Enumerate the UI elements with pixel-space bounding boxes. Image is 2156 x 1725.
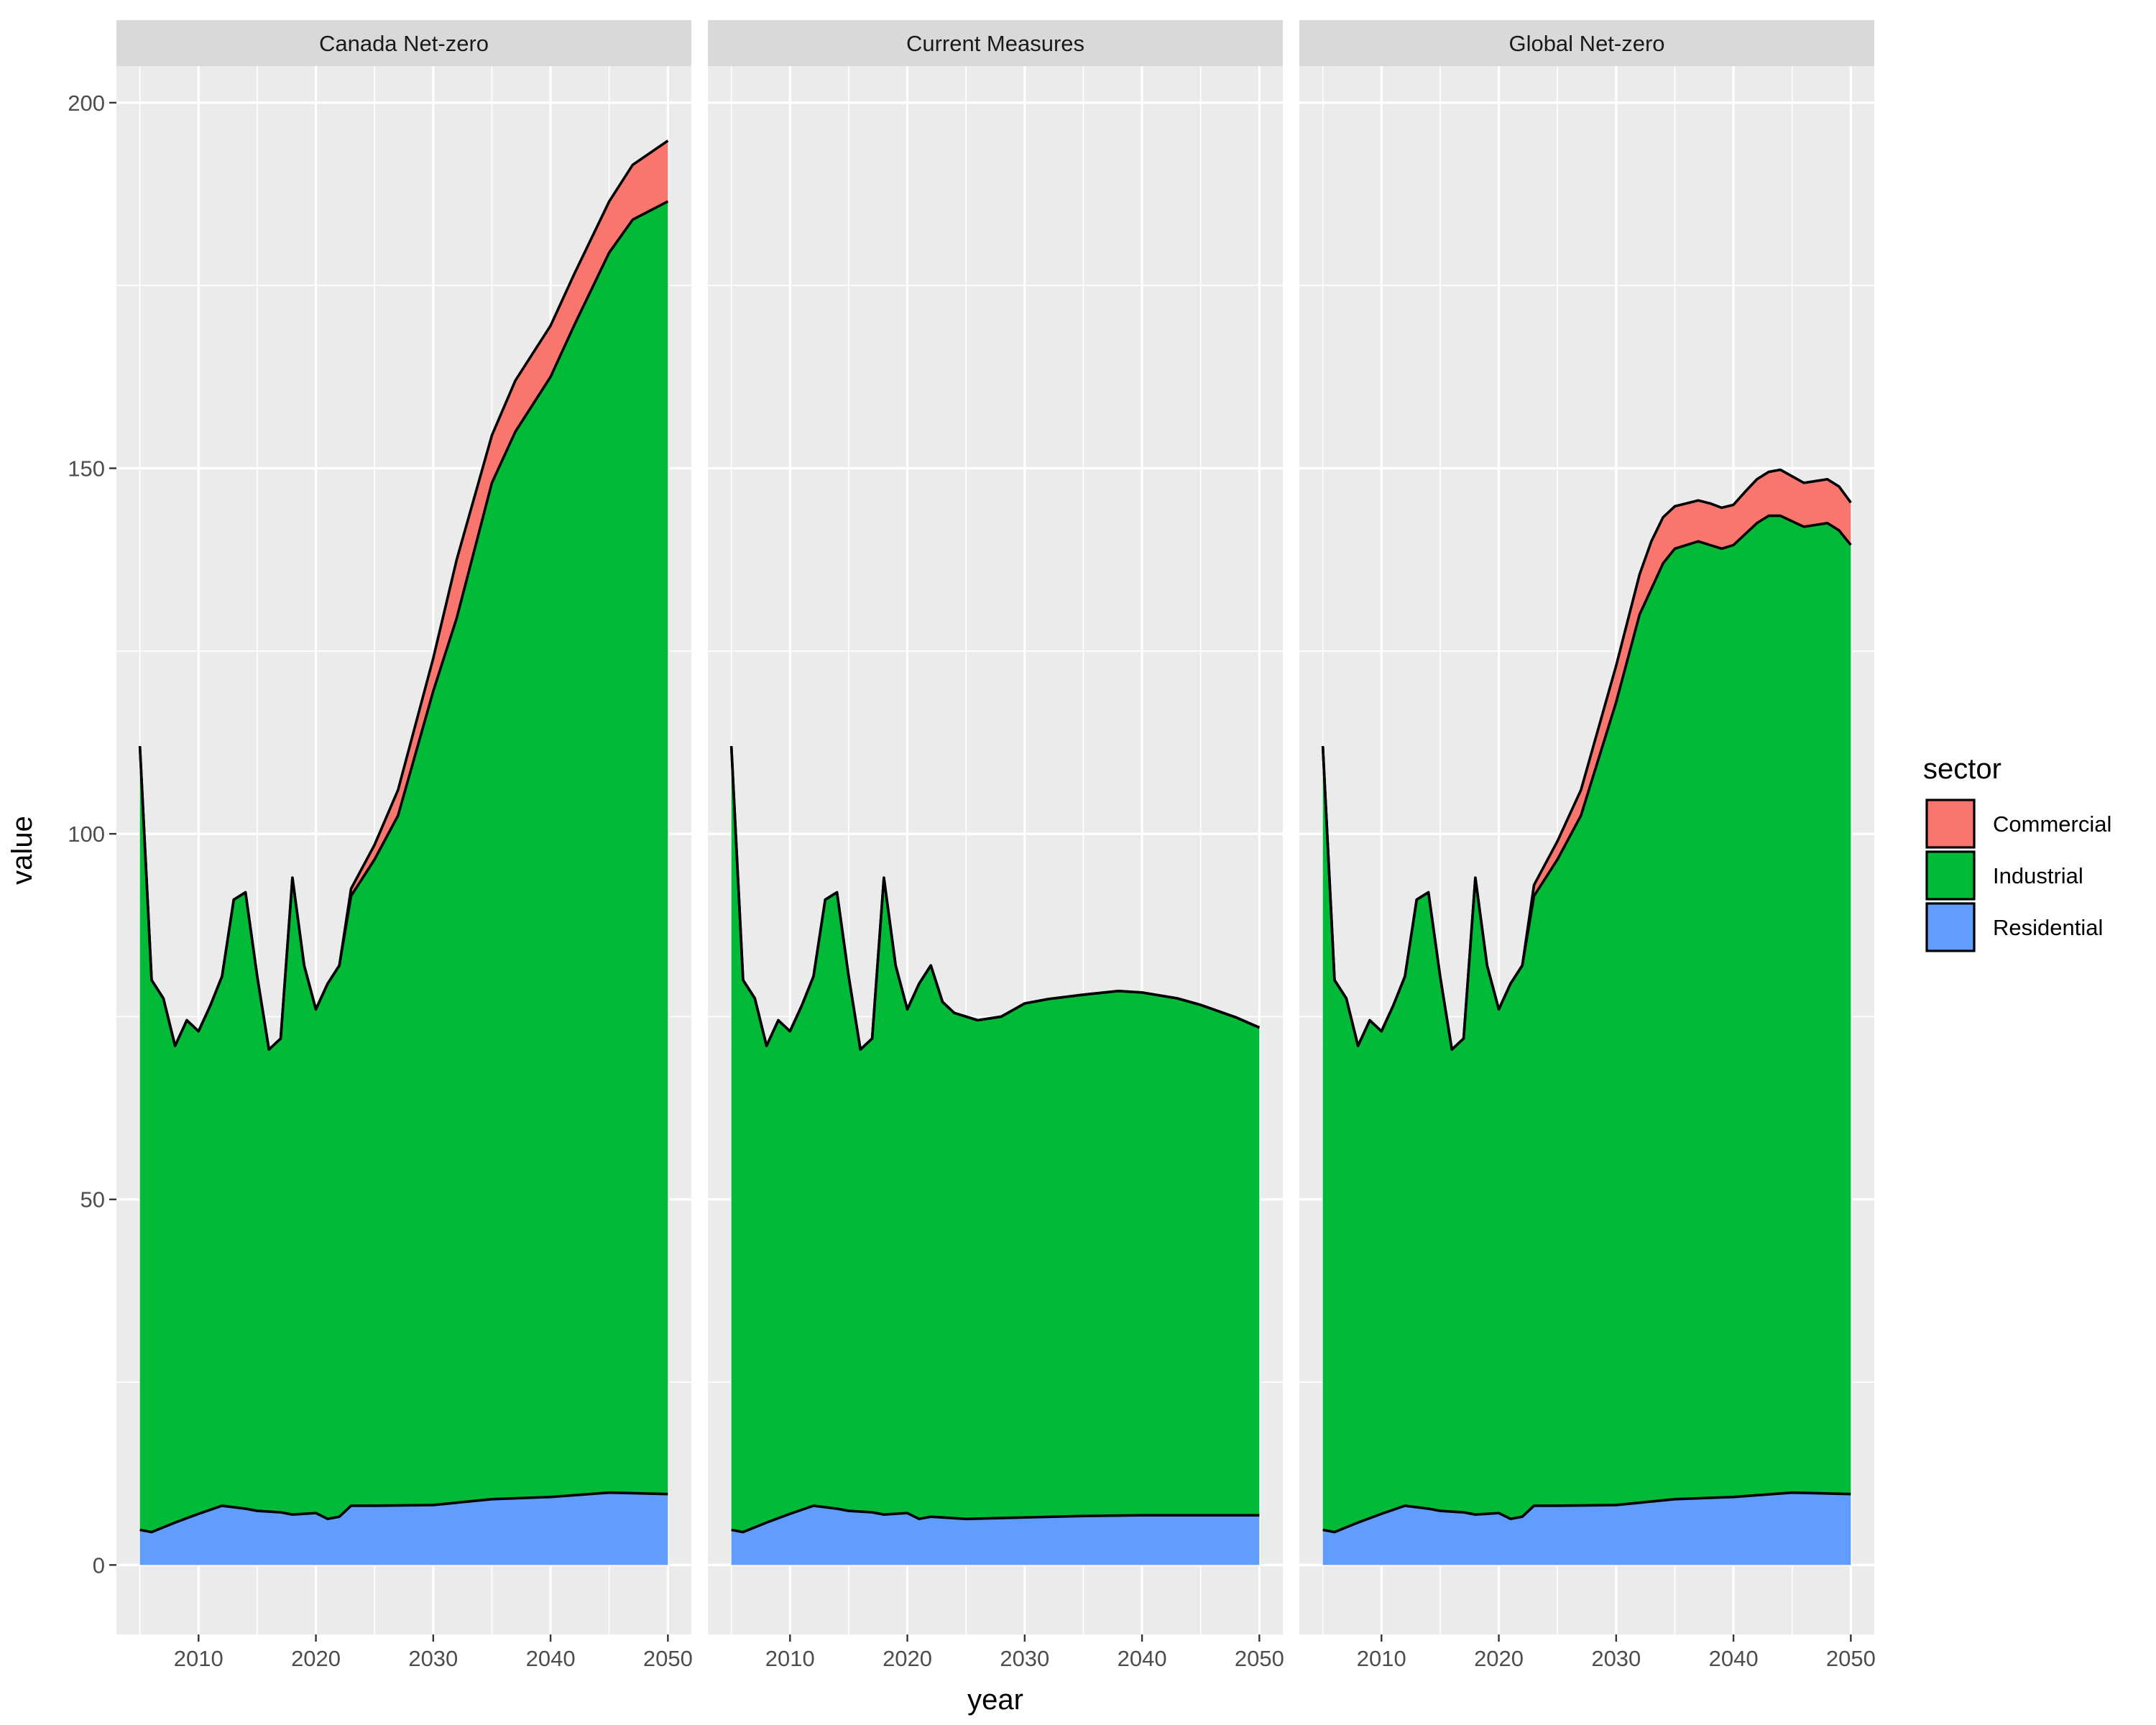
x-tick-label: 2020 — [883, 1646, 932, 1671]
line-commercial — [1321, 468, 1852, 1051]
facet-strip — [1299, 20, 1874, 66]
area-residential — [731, 1505, 1260, 1565]
facet-label: Canada Net-zero — [319, 31, 489, 56]
facet-strip — [116, 20, 691, 66]
legend-key-commercial — [1925, 799, 1976, 849]
legend-title: sector — [1923, 753, 2001, 785]
x-tick-label: 2030 — [408, 1646, 458, 1671]
y-tick-label: 100 — [68, 822, 105, 847]
x-tick-label: 2030 — [1591, 1646, 1641, 1671]
line-commercial — [138, 139, 669, 1051]
x-tick-label: 2010 — [765, 1646, 815, 1671]
panel-current-measures: Current Measures — [708, 20, 1283, 1634]
facet-label: Current Measures — [906, 31, 1084, 56]
x-tick-label: 2010 — [174, 1646, 224, 1671]
y-tick-label: 150 — [68, 456, 105, 481]
x-tick-label: 2020 — [291, 1646, 341, 1671]
x-tick-label: 2050 — [1826, 1646, 1876, 1671]
facet-panels: Canada Net-zero Current Measures Global Ne… — [116, 20, 1874, 1634]
facet-strip — [708, 20, 1283, 66]
x-axis-title: year — [967, 1684, 1023, 1716]
line-residential — [1322, 1491, 1851, 1534]
x-tick-label: 2040 — [1118, 1646, 1167, 1671]
x-tick-label: 2050 — [1235, 1646, 1284, 1671]
line-residential — [139, 1491, 668, 1534]
line-commercial — [729, 745, 1261, 1051]
area-industrial — [1322, 515, 1851, 1532]
x-tick-label: 2050 — [643, 1646, 693, 1671]
area-residential — [1322, 1492, 1851, 1565]
legend-key-industrial — [1925, 850, 1976, 901]
x-tick-label: 2040 — [1709, 1646, 1759, 1671]
legend-label-commercial: Commercial — [1993, 811, 2111, 837]
x-tick-label: 2020 — [1474, 1646, 1524, 1671]
x-tick-label: 2040 — [526, 1646, 576, 1671]
facet-label: Global Net-zero — [1508, 31, 1664, 56]
legend-label-residential: Residential — [1993, 915, 2103, 940]
axes: year value 2010 2020 2030 2040 2050 2010 2020 2… — [6, 91, 1876, 1716]
line-residential — [731, 1504, 1260, 1534]
x-tick-label: 2010 — [1357, 1646, 1406, 1671]
legend-key-residential — [1925, 902, 1976, 952]
y-tick-label: 200 — [68, 91, 105, 116]
panel-global-net-zero: Global Net-zero — [1299, 20, 1874, 1634]
y-tick-label: 50 — [80, 1187, 105, 1213]
area-industrial — [139, 201, 668, 1532]
x-tick-label: 2030 — [1000, 1646, 1049, 1671]
area-commercial — [139, 140, 668, 1050]
panel-canada-net-zero: Canada Net-zero — [116, 20, 691, 1634]
legend-label-industrial: Industrial — [1993, 863, 2083, 888]
area-residential — [139, 1492, 668, 1565]
area-industrial — [731, 746, 1260, 1532]
legend: sector Commercial Industrial Residential — [1923, 753, 2111, 952]
y-tick-label: 0 — [93, 1552, 105, 1578]
y-axis-title: value — [6, 816, 38, 885]
